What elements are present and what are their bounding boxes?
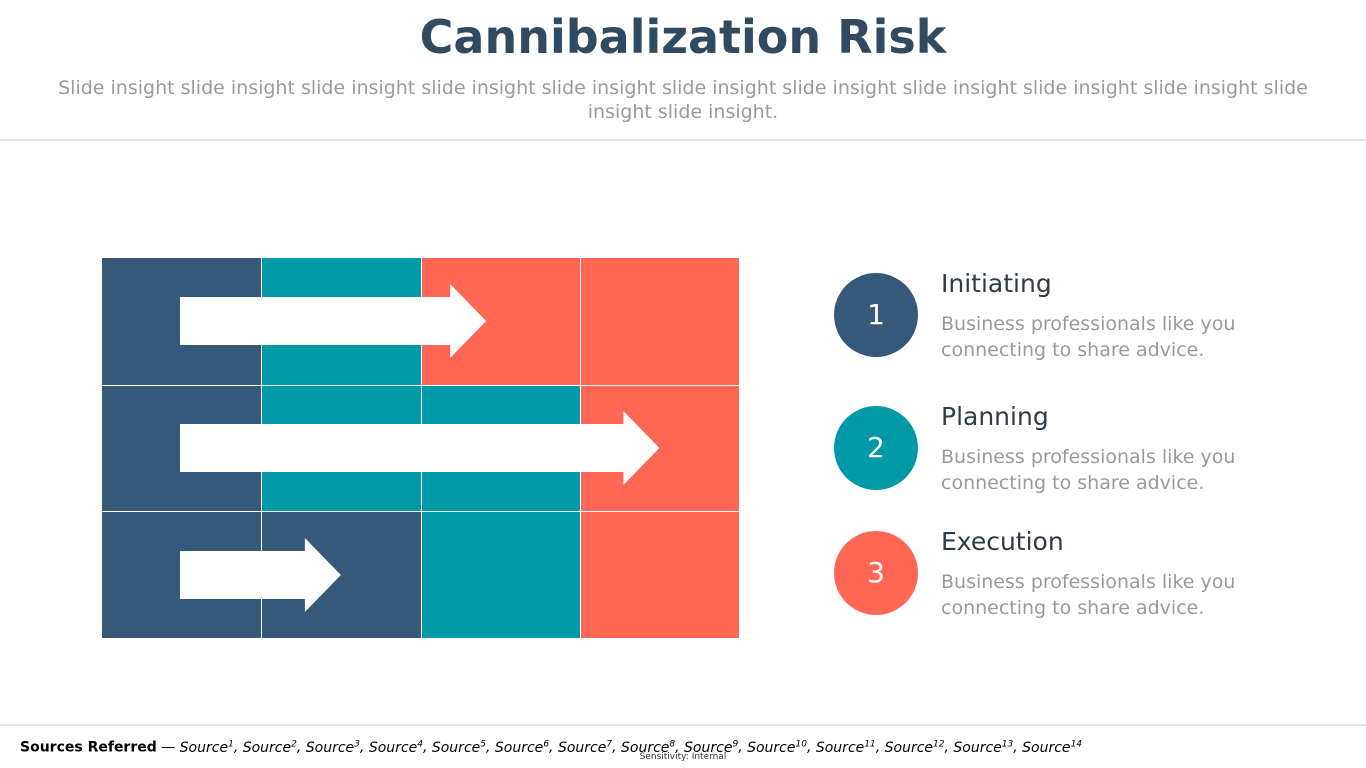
step-description: Business professionals like you connecti… — [941, 446, 1236, 494]
source-ref: Source2 — [242, 739, 297, 756]
source-ref: Source1 — [179, 739, 234, 756]
matrix-cell — [580, 258, 739, 385]
footer-divider — [0, 724, 1366, 726]
step-heading: Initiating — [941, 269, 1052, 298]
arrow-icon — [180, 284, 487, 359]
source-ref: Source6 — [494, 739, 550, 756]
risk-matrix — [102, 258, 739, 638]
source-ref: Source4 — [368, 739, 423, 756]
step-number-badge: 2 — [834, 406, 918, 490]
source-ref: Source10 — [747, 739, 807, 756]
page-title: Cannibalization Risk — [419, 10, 947, 64]
sources-separator: — — [156, 739, 180, 756]
step-description: Business professionals like you connecti… — [941, 571, 1236, 619]
source-ref: Source9 — [684, 739, 739, 756]
header-divider — [0, 139, 1366, 141]
sources-footer: Sources Referred — Source1, Source2, Sou… — [20, 739, 1082, 756]
step-number-badge: 3 — [834, 531, 918, 615]
sensitivity-label: Sensitivity: Internal — [639, 752, 727, 762]
arrow-icon — [180, 537, 341, 612]
source-ref: Source14 — [1022, 739, 1083, 756]
source-ref: Source5 — [431, 739, 486, 756]
sources-label: Sources Referred — [20, 739, 157, 756]
step-item: 2 Planning Business professionals like you… — [834, 402, 1294, 506]
source-ref: Source7 — [557, 739, 613, 756]
sources-list: Source1, Source2, Source3, Source4, Sour… — [179, 739, 1083, 756]
source-ref: Source3 — [305, 739, 360, 756]
source-ref: Source12 — [884, 739, 945, 756]
matrix-cell — [421, 512, 580, 638]
step-item: 3 Execution Business professionals like yo… — [834, 527, 1294, 631]
matrix-cell — [580, 512, 739, 638]
source-ref: Source8 — [621, 739, 676, 756]
step-description: Business professionals like you connecti… — [941, 313, 1236, 361]
step-item: 1 Initiating Business professionals like y… — [834, 269, 1294, 373]
source-ref: Source11 — [815, 739, 876, 756]
step-number-badge: 1 — [834, 273, 918, 357]
source-ref: Source13 — [953, 739, 1014, 756]
step-heading: Execution — [941, 527, 1064, 556]
slide-subtitle: Slide insight slide insight slide insigh… — [58, 77, 1308, 123]
arrow-icon — [180, 411, 660, 485]
step-heading: Planning — [941, 402, 1049, 431]
